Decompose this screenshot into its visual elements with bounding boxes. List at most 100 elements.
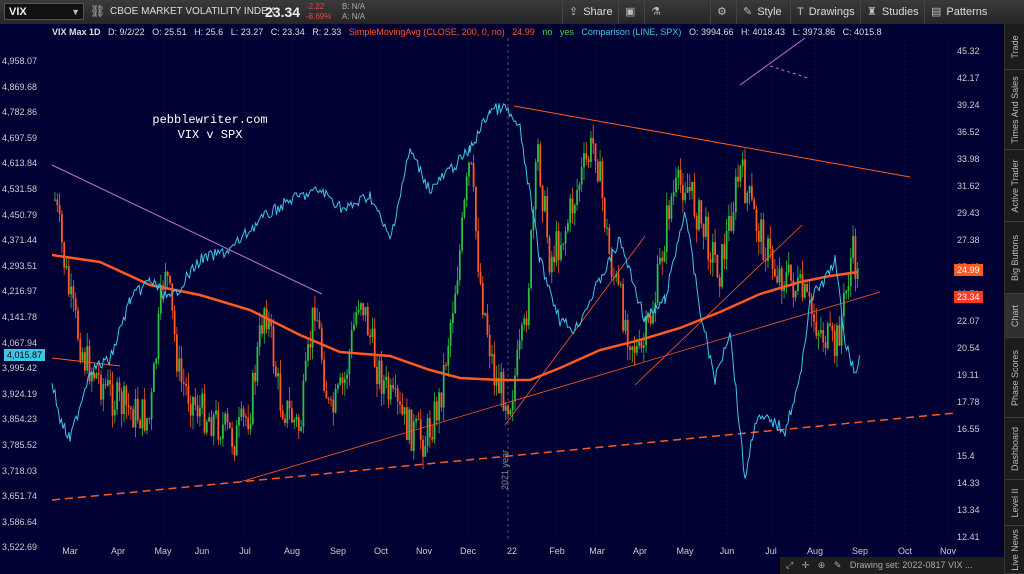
tab-big-buttons[interactable]: Big Buttons [1005,222,1024,294]
candle [346,374,348,379]
candle [109,380,112,385]
candle [97,373,100,375]
candle [592,137,595,144]
tab-level-ii[interactable]: Level II [1005,480,1024,526]
candle [670,196,673,219]
left-axis-tick: 3,586.64 [2,516,38,527]
expand-icon[interactable]: ⤢ [786,560,794,570]
time-axis-tick: Aug [806,546,824,556]
flask-button[interactable]: ⚗ [644,0,670,24]
candle [408,409,411,441]
candle [102,384,105,400]
candle [90,373,93,382]
candle [746,192,749,203]
candle [224,413,227,425]
right-axis-tick: 22.07 [957,316,980,326]
candle [373,328,376,367]
candle [516,349,519,376]
chevron-down-icon[interactable]: ▼ [71,7,80,17]
left-axis-tick: 3,651.74 [2,491,38,502]
sma-price-flag: 24.99 [954,264,983,276]
right-axis-tick: 16.55 [957,424,980,434]
candle [631,346,634,350]
candle [580,167,583,185]
candle [734,176,737,213]
candle [228,422,231,429]
patterns-button[interactable]: ▤ Patterns [924,0,1004,24]
candle [744,159,746,203]
candle [642,345,645,349]
candle [847,285,850,291]
zoom-icon[interactable]: ⊕ [817,560,826,570]
candle [723,244,726,260]
settings-button[interactable]: ⚙ [710,0,736,24]
time-axis-tick: Sep [329,546,347,556]
candle [196,405,199,417]
candle [665,205,668,252]
candle [424,445,427,457]
candle [240,408,243,418]
candle [707,216,710,260]
candle [180,358,183,383]
candle [233,446,236,456]
crosshair-icon[interactable]: ✛ [801,560,810,570]
tab-active-trader[interactable]: Active Trader [1005,150,1024,222]
candle [477,231,480,273]
candle [762,219,765,261]
time-axis-tick: Feb [549,546,565,556]
candle [157,313,160,359]
drawing-icon[interactable]: ✎ [833,560,842,570]
candle [619,284,622,286]
symbol-input[interactable]: VIX ▼ [4,3,84,20]
save-button[interactable]: ▣ [618,0,644,24]
link-icon[interactable]: ⛓ [90,4,106,18]
share-button[interactable]: ⇪ Share [562,0,618,24]
resistance-trendline [513,105,911,178]
tab-phase-scores[interactable]: Phase Scores [1005,338,1024,418]
candle [118,382,121,392]
candle [695,215,698,230]
candle [226,413,229,423]
left-axis-tick: 4,958.07 [2,56,38,66]
time-axis-tick: Aug [283,546,301,556]
candle [527,287,530,326]
tab-trade[interactable]: Trade [1005,24,1024,70]
candle [263,308,266,334]
price-chart[interactable] [0,24,1004,574]
candle [794,291,797,298]
candle [709,259,712,263]
candle [691,181,693,192]
style-button[interactable]: ✎ Style [736,0,788,24]
candle [481,283,484,316]
candle [431,437,434,440]
candle [341,377,344,384]
candle [284,418,286,424]
candle [656,263,659,304]
candle [817,333,820,336]
candle [111,384,114,416]
studies-button[interactable]: ♜ Studies [860,0,922,24]
tab-live-news[interactable]: Live News [1005,526,1024,574]
candle [120,391,123,414]
tab-times-and-sales[interactable]: Times And Sales [1005,70,1024,150]
candle [780,268,783,291]
candle [725,231,728,260]
chart-plot-area[interactable] [0,24,1004,574]
candle [564,231,567,244]
tab-dashboard[interactable]: Dashboard [1005,418,1024,480]
drawings-button[interactable]: T Drawings [790,0,858,24]
candle [67,266,70,295]
tab-chart[interactable]: Chart [1005,294,1024,338]
save-icon: ▣ [625,6,636,18]
candle [422,439,424,457]
candle [281,410,284,419]
candle [576,189,578,205]
candle [113,409,116,416]
left-axis-tick: 3,718.03 [2,465,38,476]
candle [445,364,447,366]
candle [332,399,335,413]
candle [215,410,217,415]
candle [596,161,599,182]
bid-ask: B: N/A A: N/A [342,2,366,21]
candle [274,366,277,377]
